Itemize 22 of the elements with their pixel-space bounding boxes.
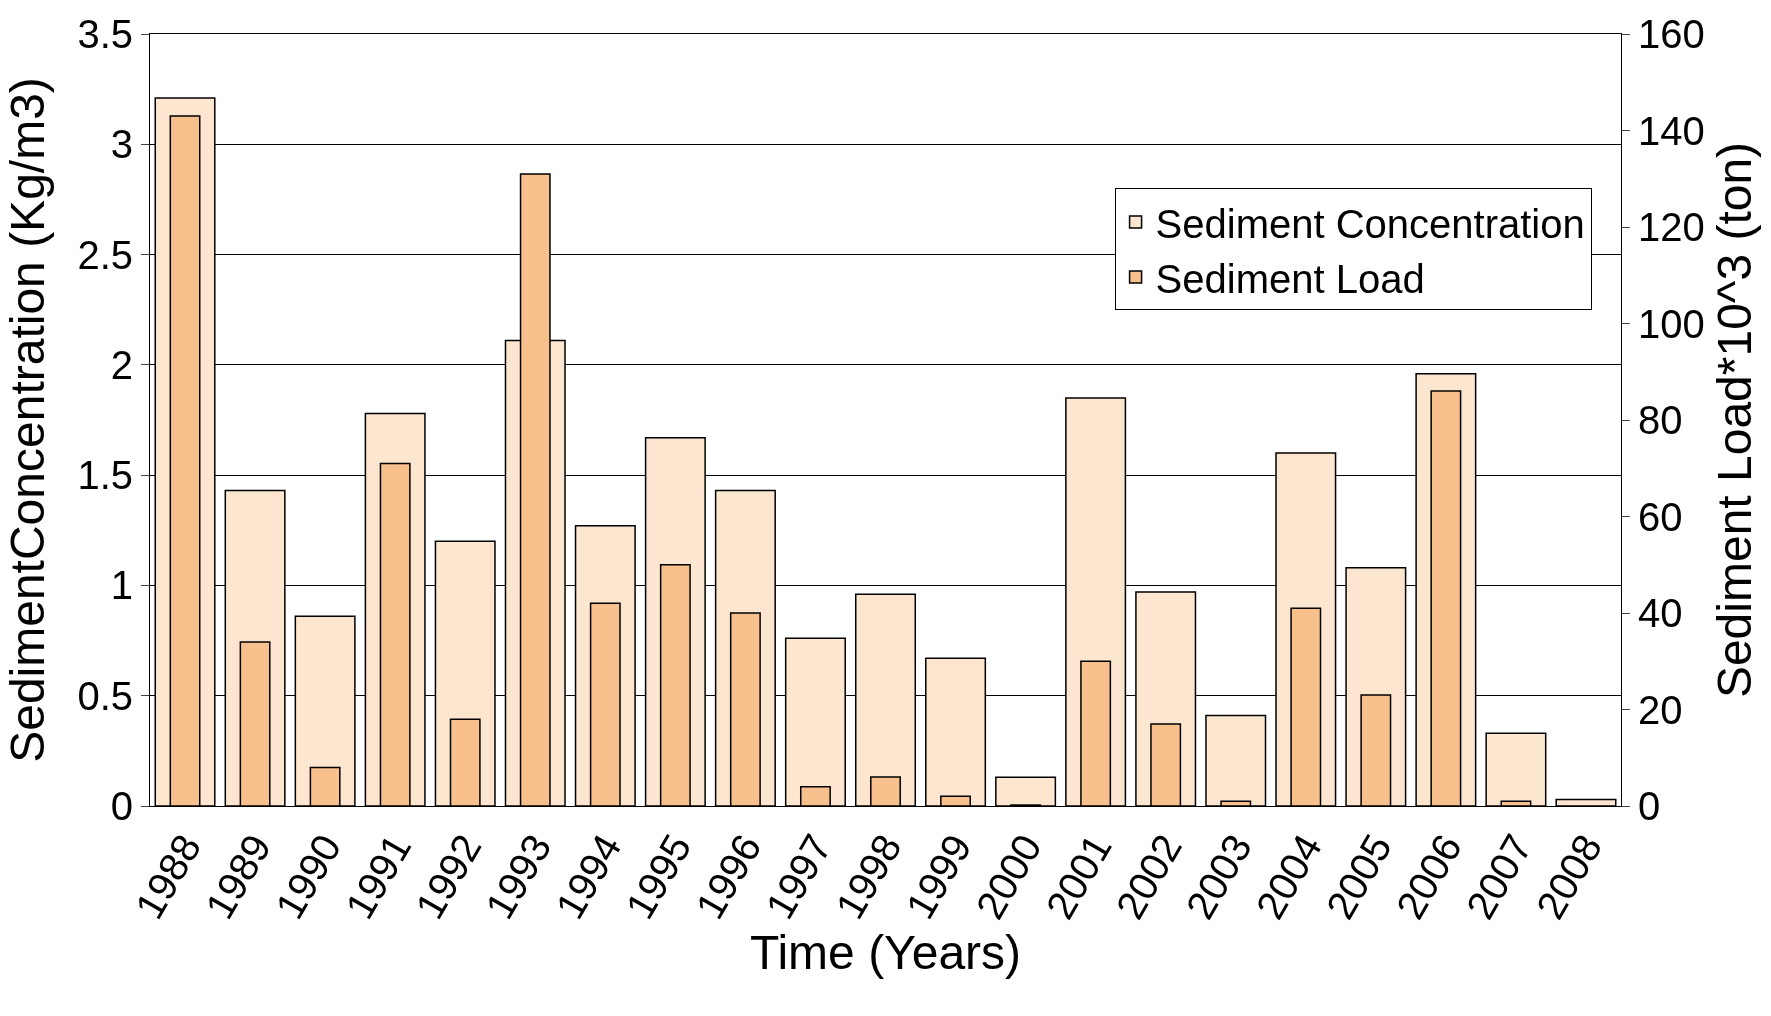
- y2-tick-label: 160: [1638, 12, 1705, 56]
- y2-tick-label: 60: [1638, 494, 1683, 539]
- y-axis-title: SedimentConcentration (Kg/m3): [1, 77, 54, 763]
- legend-label: Sediment Concentration: [1155, 201, 1585, 246]
- y2-tick-label: 120: [1638, 205, 1705, 249]
- y-tick-label: 3.5: [77, 12, 133, 56]
- y2-tick-label: 0: [1638, 784, 1661, 828]
- legend-label: Sediment Load: [1155, 256, 1425, 301]
- y-tick-label: 1.5: [77, 453, 133, 498]
- y-tick-label: 2: [110, 342, 133, 387]
- y-tick-label: 1: [110, 563, 133, 608]
- y2-tick-label: 20: [1638, 687, 1683, 732]
- x-axis-title: Time (Years): [749, 926, 1022, 980]
- y2-tick-label: 40: [1638, 591, 1683, 635]
- y2-tick-label: 100: [1638, 301, 1705, 346]
- y-tick-label: 0.5: [77, 673, 133, 718]
- y2-tick-label: 140: [1638, 108, 1705, 153]
- y2-tick-label: 80: [1638, 398, 1683, 442]
- y2-axis-title: Sediment Load*10^3 (ton): [1708, 141, 1761, 699]
- y-tick-label: 3: [110, 122, 133, 167]
- y-tick-label: 0: [110, 784, 133, 828]
- y-tick-label: 2.5: [77, 232, 133, 277]
